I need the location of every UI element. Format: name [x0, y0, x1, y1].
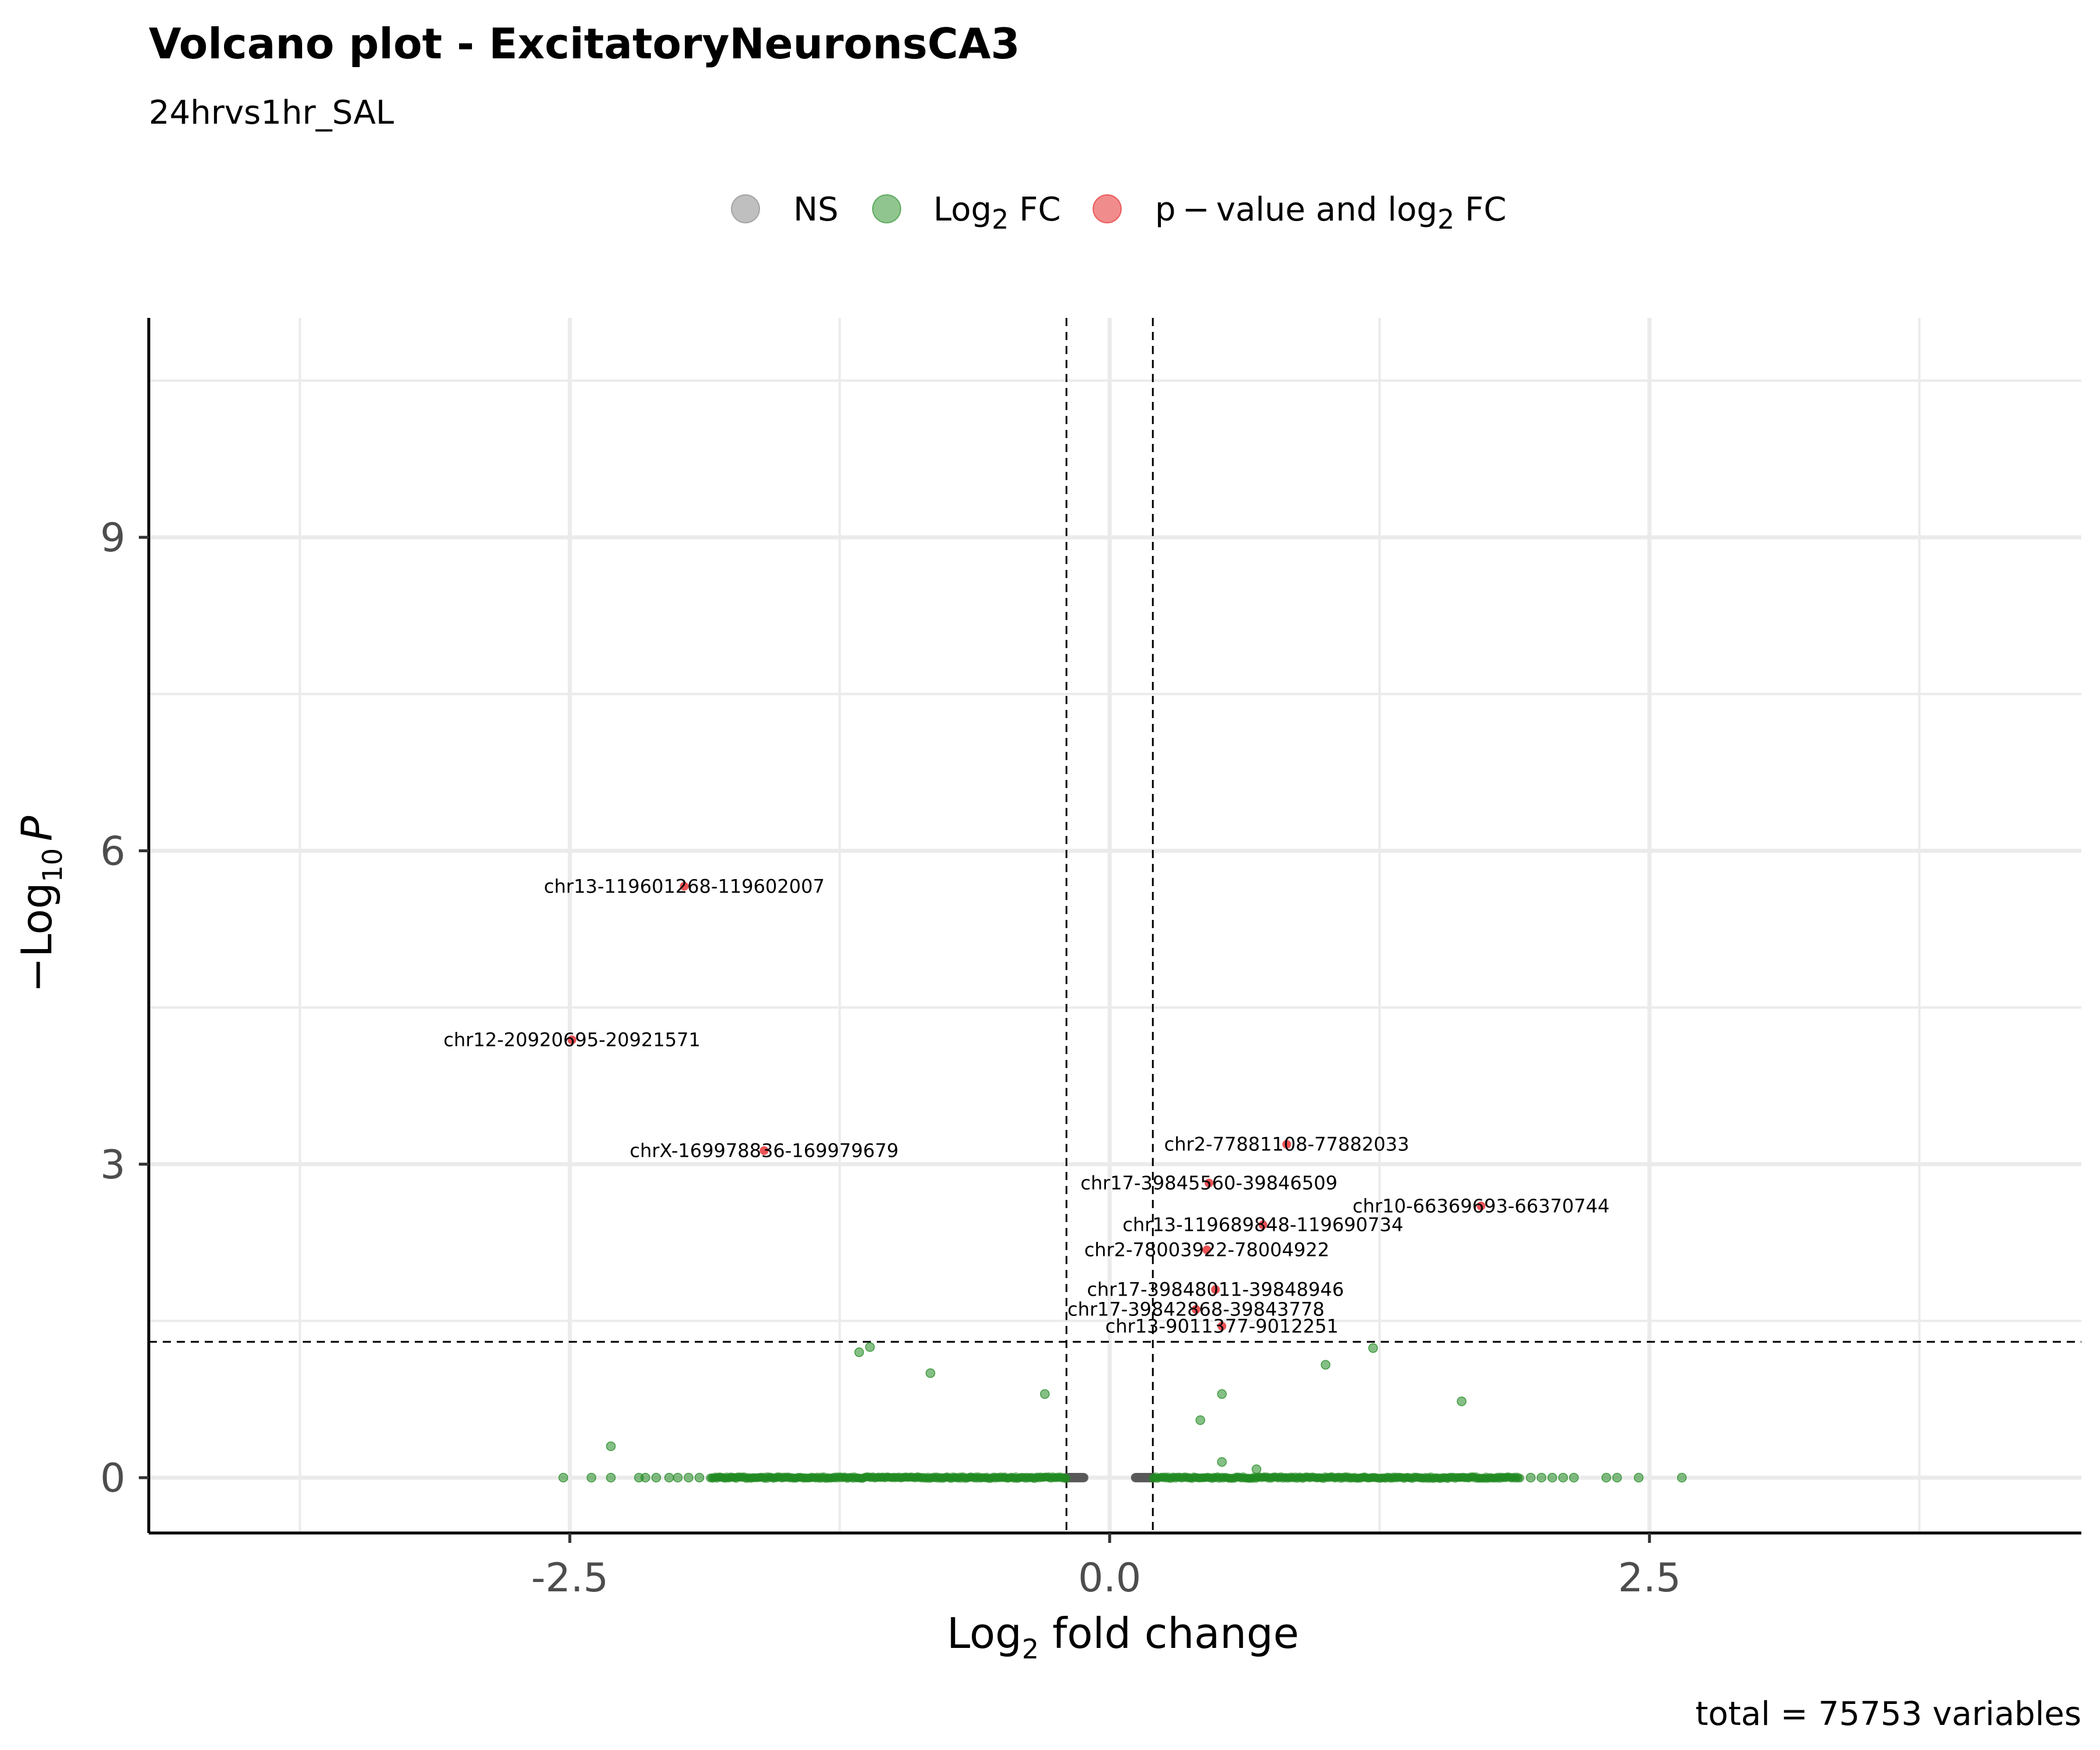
- fc-point: [1195, 1415, 1205, 1425]
- x-tick-label: 0.0: [1078, 1555, 1141, 1601]
- fc-point: [865, 1342, 875, 1352]
- significant-point: [1202, 1245, 1212, 1255]
- chart-subtitle: 24hrvs1hr_SAL: [149, 94, 394, 132]
- caption: total = 75753 variables: [1695, 1695, 2081, 1733]
- point-label: chr17-39842868-39843778: [1068, 1298, 1325, 1321]
- fc-point: [1558, 1472, 1568, 1483]
- point-label: chr17-39848011-39848946: [1087, 1279, 1344, 1301]
- significant-point: [680, 881, 689, 891]
- fc-point: [664, 1472, 674, 1483]
- significant-point: [1282, 1140, 1292, 1149]
- chart-title: Volcano plot - ExcitatoryNeuronsCA3: [149, 19, 1020, 68]
- point-labels: chr13-119601268-119602007 chr12-20920695-…: [443, 875, 1609, 1337]
- point-label: chrX-169978836-169979679: [630, 1139, 899, 1161]
- point-label: chr10-66369693-66370744: [1353, 1195, 1610, 1217]
- y-axis-label: −Log10P: [12, 816, 68, 992]
- legend-key-fc: [872, 194, 901, 223]
- fc-point: [1569, 1472, 1579, 1483]
- grid: [149, 318, 2081, 1533]
- series-log2fc: [558, 1342, 1687, 1483]
- x-axis-label: Log2 fold change: [947, 1609, 1299, 1665]
- fc-point: [1633, 1472, 1644, 1483]
- point-label: chr2-77881108-77882033: [1164, 1133, 1409, 1156]
- fc-point: [1062, 1474, 1071, 1483]
- significant-point: [1476, 1201, 1486, 1210]
- y-tick-label: 6: [100, 828, 125, 874]
- legend-label-ns: NS: [793, 191, 838, 229]
- series-significant: [568, 881, 1486, 1331]
- fc-point: [1217, 1389, 1227, 1399]
- point-label: chr17-39845560-39846509: [1080, 1172, 1338, 1194]
- fc-point: [640, 1472, 650, 1483]
- fc-point: [1251, 1464, 1262, 1474]
- fc-point: [673, 1472, 683, 1483]
- fc-point: [606, 1441, 616, 1451]
- legend: NS Log2 FC p − value and log2 FC: [731, 191, 1507, 235]
- fc-point: [1040, 1389, 1050, 1399]
- point-label: chr12-20920695-20921571: [443, 1029, 701, 1051]
- fc-point: [1217, 1457, 1227, 1467]
- fc-point: [558, 1472, 568, 1483]
- fc-point: [694, 1472, 705, 1483]
- fc-point: [1536, 1472, 1546, 1483]
- legend-key-pfc: [1093, 194, 1122, 223]
- fc-point: [1516, 1474, 1525, 1483]
- x-tick-label: -2.5: [531, 1555, 608, 1601]
- point-label: chr2-78003922-78004922: [1084, 1239, 1329, 1261]
- fc-point: [925, 1368, 936, 1378]
- ns-point: [1079, 1473, 1088, 1483]
- fc-point: [1601, 1472, 1611, 1483]
- significant-point: [568, 1035, 577, 1045]
- point-label: chr13-119601268-119602007: [544, 875, 824, 897]
- significant-point: [1211, 1285, 1220, 1294]
- y-tick-label: 3: [100, 1142, 125, 1188]
- fc-point: [854, 1347, 864, 1357]
- fc-point: [1321, 1360, 1331, 1370]
- significant-point: [1191, 1305, 1200, 1314]
- fc-point: [586, 1472, 597, 1483]
- fc-point: [1368, 1343, 1378, 1353]
- fc-point: [684, 1472, 694, 1483]
- fc-point: [606, 1472, 616, 1483]
- x-tick-label: 2.5: [1618, 1555, 1681, 1601]
- legend-key-ns: [731, 194, 760, 223]
- tick-labels: 0 3 6 9 -2.5 0.0 2.5: [100, 515, 1681, 1601]
- fc-point: [1676, 1472, 1687, 1483]
- fc-point: [651, 1472, 662, 1483]
- point-label: chr13-119689848-119690734: [1122, 1214, 1403, 1236]
- significant-point: [1258, 1220, 1268, 1230]
- fc-point: [1547, 1472, 1558, 1483]
- significant-point: [1205, 1178, 1214, 1188]
- significant-point: [1217, 1321, 1227, 1331]
- fc-point: [1525, 1472, 1536, 1483]
- legend-label-fc: Log2 FC: [933, 191, 1060, 235]
- fc-point: [1612, 1472, 1622, 1483]
- y-tick-label: 9: [100, 515, 125, 561]
- point-label: chr13-9011377-9012251: [1105, 1315, 1339, 1337]
- axes: [139, 318, 2081, 1543]
- legend-label-pfc: p − value and log2 FC: [1155, 191, 1507, 235]
- threshold-lines: [149, 318, 2081, 1533]
- significant-point: [760, 1146, 769, 1155]
- y-tick-label: 0: [100, 1455, 125, 1502]
- fc-point: [1457, 1396, 1466, 1406]
